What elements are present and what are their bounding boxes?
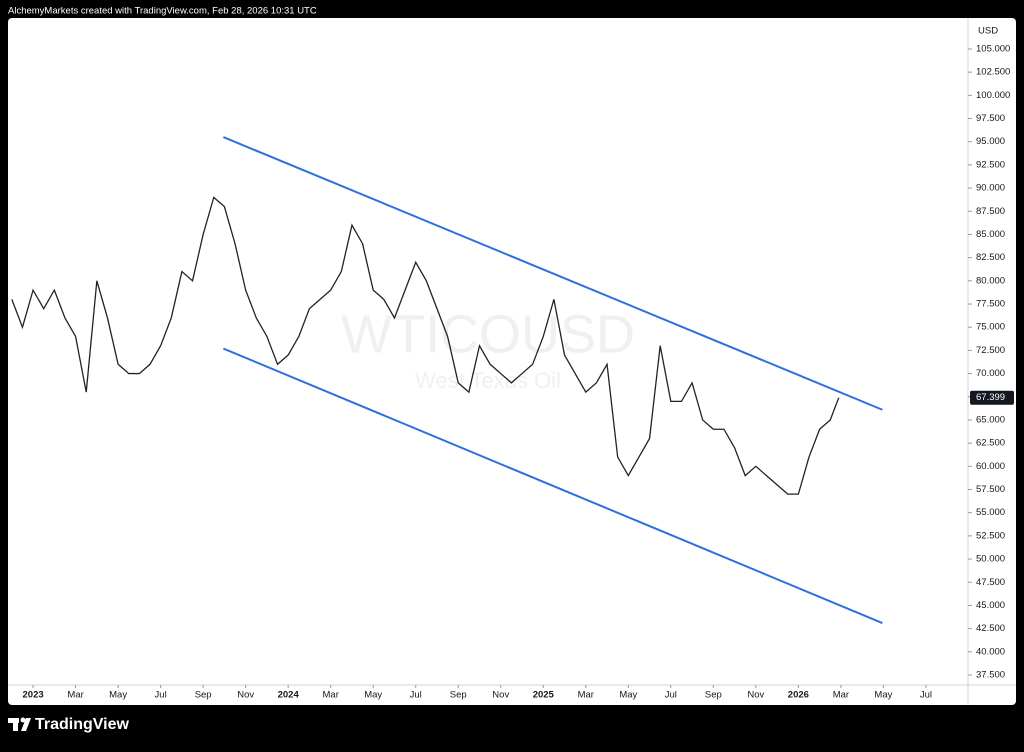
x-tick-label: Sep xyxy=(195,690,212,701)
y-tick-label: 82.500 xyxy=(976,252,1005,263)
x-tick-label: 2026 xyxy=(788,690,809,701)
y-tick-label: 42.500 xyxy=(976,623,1005,634)
y-tick-label: 95.000 xyxy=(976,136,1005,147)
x-tick-label: Jul xyxy=(665,690,677,701)
logo: TradingView xyxy=(8,716,130,733)
y-tick-label: 47.500 xyxy=(976,577,1005,588)
x-tick-label: May xyxy=(619,690,637,701)
x-tick-label: Sep xyxy=(450,690,467,701)
y-tick-label: 65.000 xyxy=(976,414,1005,425)
x-tick-label: May xyxy=(109,690,127,701)
x-tick-label: May xyxy=(874,690,892,701)
x-tick-label: 2023 xyxy=(23,690,44,701)
y-tick-label: 105.000 xyxy=(976,43,1010,54)
y-tick-label: 40.000 xyxy=(976,646,1005,657)
last-price-label: 67.399 xyxy=(976,392,1005,403)
x-tick-label: Jul xyxy=(920,690,932,701)
y-tick-label: 80.000 xyxy=(976,275,1005,286)
y-tick-label: 52.500 xyxy=(976,530,1005,541)
y-tick-label: 62.500 xyxy=(976,438,1005,449)
chart-panel xyxy=(8,18,1016,705)
y-tick-label: 77.500 xyxy=(976,299,1005,310)
x-tick-label: Mar xyxy=(578,690,594,701)
header: AlchemyMarkets created with TradingView.… xyxy=(8,6,317,17)
y-tick-label: 37.500 xyxy=(976,669,1005,680)
x-tick-label: Mar xyxy=(833,690,849,701)
y-tick-label: 92.500 xyxy=(976,159,1005,170)
watermark-subtitle: West Texas Oil xyxy=(415,368,561,393)
y-tick-label: 72.500 xyxy=(976,345,1005,356)
x-tick-label: Nov xyxy=(747,690,764,701)
x-tick-label: May xyxy=(364,690,382,701)
y-tick-label: 102.500 xyxy=(976,67,1010,78)
y-tick-label: 50.000 xyxy=(976,554,1005,565)
price-line xyxy=(11,196,840,495)
y-tick-label: 60.000 xyxy=(976,461,1005,472)
y-tick-label: 90.000 xyxy=(976,183,1005,194)
x-tick-label: Sep xyxy=(705,690,722,701)
y-tick-label: 57.500 xyxy=(976,484,1005,495)
y-tick-label: 45.000 xyxy=(976,600,1005,611)
y-unit: USD xyxy=(978,26,998,37)
trend-line xyxy=(222,136,883,411)
x-tick-label: Jul xyxy=(410,690,422,701)
y-tick-label: 70.000 xyxy=(976,368,1005,379)
y-tick-label: 100.000 xyxy=(976,90,1010,101)
y-tick-label: 55.000 xyxy=(976,507,1005,518)
x-tick-label: Mar xyxy=(323,690,339,701)
x-tick-label: Nov xyxy=(237,690,254,701)
x-tick-label: 2025 xyxy=(533,690,555,701)
x-tick-label: Mar xyxy=(67,690,83,701)
x-tick-label: 2024 xyxy=(278,690,300,701)
y-tick-label: 87.500 xyxy=(976,206,1005,217)
last-price-box xyxy=(970,390,1014,405)
y-tick-label: 97.500 xyxy=(976,113,1005,124)
y-tick-label: 85.000 xyxy=(976,229,1005,240)
trend-line xyxy=(222,347,883,624)
x-tick-label: Jul xyxy=(155,690,167,701)
x-tick-label: Nov xyxy=(492,690,509,701)
footer: TradingView xyxy=(35,716,130,733)
y-tick-label: 75.000 xyxy=(976,322,1005,333)
watermark: WTICOUSD xyxy=(341,304,635,364)
